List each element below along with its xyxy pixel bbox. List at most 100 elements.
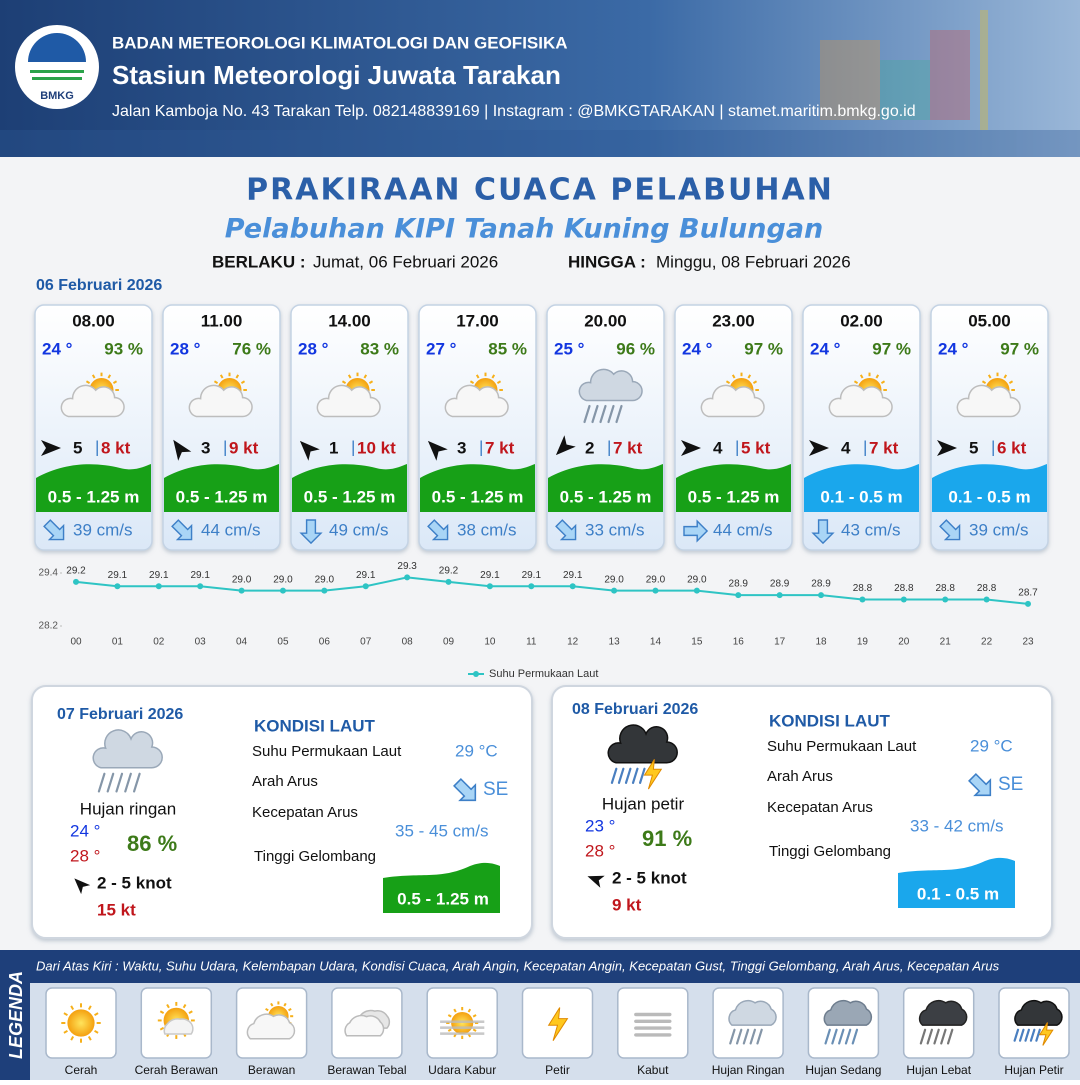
temp-min: 23 ° <box>585 816 615 835</box>
rain <box>756 1028 763 1045</box>
wind-speed: 3 <box>457 438 466 457</box>
separator: | <box>351 437 355 456</box>
gust: 10 kt <box>357 438 396 457</box>
rain <box>940 1028 947 1045</box>
x-tick-label: 05 <box>277 637 289 648</box>
point <box>693 587 700 594</box>
point <box>279 587 286 594</box>
data-label: 28.8 <box>977 583 997 594</box>
rain <box>133 772 141 793</box>
time: 08.00 <box>72 311 115 330</box>
current-speed: 49 cm/s <box>329 520 389 539</box>
legend-strip <box>0 950 30 1080</box>
x-tick-label: 17 <box>774 637 786 648</box>
rain <box>735 1028 743 1045</box>
sun-ray <box>447 1014 452 1018</box>
point <box>73 578 79 585</box>
x-tick-label: 14 <box>650 637 662 648</box>
wind-direction <box>555 435 576 456</box>
legend-item: Kabut <box>637 1063 669 1077</box>
data-label: 28.8 <box>935 583 955 594</box>
weather-icon <box>444 372 509 418</box>
sun-ray <box>94 1012 99 1017</box>
current-speed: 43 cm/s <box>841 520 901 539</box>
humidity: 97 % <box>1000 339 1039 358</box>
rain <box>106 772 115 793</box>
humidity: 97 % <box>872 339 911 358</box>
current-direction <box>683 519 709 543</box>
sun-ray <box>725 380 731 384</box>
wave-height: 0.5 - 1.25 m <box>48 487 140 506</box>
rain <box>844 1028 852 1045</box>
fog <box>634 1026 672 1030</box>
sst: 29 °C <box>970 736 1013 755</box>
sun-ray <box>87 1005 92 1010</box>
sun-ray <box>219 374 224 379</box>
x-tick-label: 01 <box>112 637 124 648</box>
wave-height: 0.5 - 1.25 m <box>432 487 524 506</box>
sun-ray <box>85 380 91 384</box>
temperature: 28 ° <box>298 339 329 358</box>
wave <box>383 862 500 913</box>
current-speed: 39 cm/s <box>969 520 1029 539</box>
current-direction <box>968 773 992 797</box>
rain <box>1035 1028 1041 1042</box>
haze <box>440 1026 485 1029</box>
sun-ray <box>107 374 112 379</box>
data-label: 28.9 <box>811 579 831 590</box>
legend-item: Berawan <box>248 1063 295 1077</box>
weather-icon <box>956 372 1021 418</box>
point <box>238 587 245 594</box>
current-direction <box>811 519 835 545</box>
wind-speed: 5 <box>73 438 82 457</box>
sun-ray <box>213 380 219 384</box>
address: Jalan Kamboja No. 43 Tarakan Telp. 08214… <box>112 103 916 120</box>
data-label: 29.1 <box>190 570 210 581</box>
gust: 7 kt <box>613 438 643 457</box>
gust: 5 kt <box>741 438 771 457</box>
current-direction <box>427 519 449 541</box>
sun-ray <box>283 1002 287 1007</box>
x-tick-label: 07 <box>360 637 372 648</box>
temp-max: 28 ° <box>585 841 615 860</box>
data-label: 29.1 <box>480 570 500 581</box>
x-tick-label: 13 <box>609 637 621 648</box>
data-label: 29.0 <box>646 574 666 585</box>
legend-item: Hujan Lebat <box>906 1063 971 1077</box>
time: 05.00 <box>968 311 1011 330</box>
rain <box>933 1028 940 1045</box>
rain <box>729 1028 736 1045</box>
humidity: 76 % <box>232 339 271 358</box>
rain <box>624 767 632 784</box>
x-tick-label: 00 <box>70 637 82 648</box>
fog <box>634 1033 672 1037</box>
x-tick-label: 08 <box>402 637 414 648</box>
sun-ray <box>875 374 880 379</box>
point <box>776 592 783 599</box>
data-label: 29.0 <box>315 574 335 585</box>
current-speed: 33 cm/s <box>585 520 645 539</box>
wind: 2 - 5 knot <box>612 868 687 887</box>
point <box>486 583 493 590</box>
current-direction <box>555 519 577 541</box>
cloud <box>92 729 163 769</box>
header-decoration <box>0 10 1080 157</box>
temp-min: 24 ° <box>70 821 100 840</box>
time: 11.00 <box>201 311 243 330</box>
humidity: 85 % <box>488 339 527 358</box>
wind-speed: 5 <box>969 438 978 457</box>
point <box>652 587 659 594</box>
weather-icon <box>92 729 163 793</box>
current-speed: 38 cm/s <box>457 520 517 539</box>
sun-ray <box>752 380 758 384</box>
y-tick-label: 28.2 <box>39 621 59 632</box>
cloud <box>444 384 509 418</box>
gust: 6 kt <box>997 438 1027 457</box>
x-tick-label: 15 <box>691 637 703 648</box>
rain <box>742 1028 750 1045</box>
current-direction <box>171 519 193 541</box>
cloud <box>956 384 1021 418</box>
time: 02.00 <box>840 311 883 330</box>
rain <box>638 767 646 784</box>
